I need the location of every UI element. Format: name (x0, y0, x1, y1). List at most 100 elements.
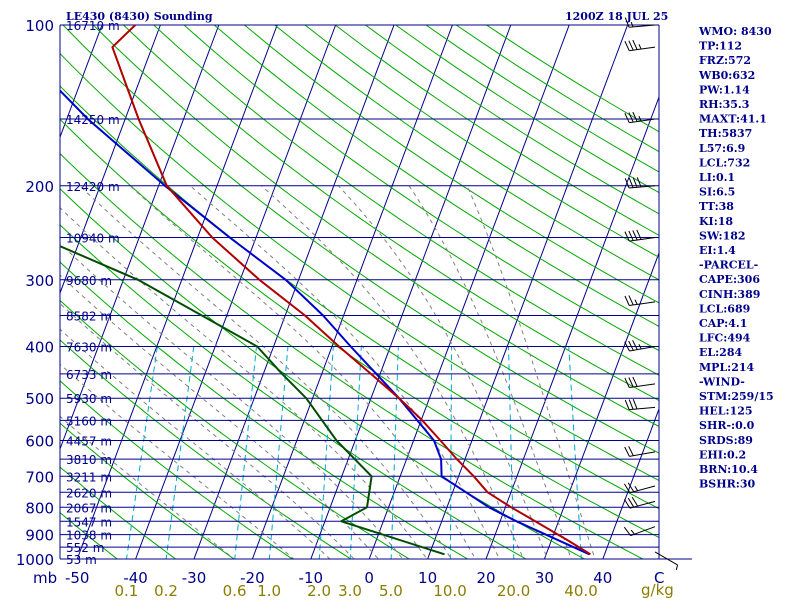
barb-half-feather (638, 116, 642, 122)
barb-feather (628, 446, 634, 456)
barb-staff (630, 526, 656, 537)
index-entry: MAXT:41.1 (699, 113, 767, 126)
dry-adiabat (213, 25, 659, 327)
barb-feather (624, 231, 630, 242)
mixing-ratio-tick-label: 0.2 (154, 582, 178, 600)
temperature-tick-label: -30 (182, 569, 207, 587)
index-entry: PW:1.14 (699, 83, 750, 96)
dry-adiabat (60, 422, 235, 559)
index-entry: LCL:689 (699, 302, 750, 315)
mixing-ratio-tick-label: 1.0 (257, 582, 281, 600)
isotherm (485, 95, 659, 559)
barb-half-feather (634, 485, 639, 491)
mixing-ratio-line (165, 346, 195, 559)
barb-feather (624, 17, 630, 28)
barb-staff (629, 451, 656, 457)
barb-feather (632, 230, 638, 241)
dry-adiabat (60, 380, 294, 559)
index-entry: CAP:4.1 (699, 317, 747, 330)
index-entry: HEL:125 (699, 405, 753, 418)
barb-feather (624, 41, 630, 51)
dry-adiabat (60, 299, 411, 559)
barb-staff (629, 237, 656, 242)
index-entry: EL:284 (699, 346, 742, 359)
index-entry: WB0:632 (698, 69, 755, 82)
index-entry: -PARCEL- (699, 259, 758, 272)
height-label: 10940 m (66, 231, 120, 245)
barb-half-feather (630, 21, 634, 28)
mixing-ratio-line (390, 346, 399, 559)
barb-staff (629, 24, 656, 28)
pressure-unit-label: mb (33, 569, 57, 587)
pressure-label: 300 (25, 272, 54, 290)
mixing-ratio-tick-label: 10.0 (433, 582, 466, 600)
barb-feather (624, 377, 630, 388)
height-label: 2620 m (66, 486, 112, 500)
barb-feather (624, 178, 630, 189)
index-entry: MPL:214 (699, 361, 755, 374)
wind-barb (624, 229, 656, 242)
index-entry: TP:112 (699, 40, 742, 53)
barb-staff (629, 383, 656, 389)
moist-adiabat (261, 185, 525, 559)
barb-feather (628, 399, 634, 410)
wind-barb (624, 446, 656, 457)
height-label: 53 m (66, 553, 97, 567)
barb-feather (632, 399, 638, 410)
moist-adiabat (408, 185, 572, 559)
pressure-label: 200 (25, 178, 54, 196)
mixing-ratio-tick-label: 20.0 (497, 582, 530, 600)
barb-feather (624, 295, 630, 306)
barb-feather (632, 177, 638, 188)
dry-adiabat (304, 25, 659, 258)
wind-barb (624, 295, 656, 307)
moist-adiabat (79, 185, 452, 559)
mixing-ratio-line (126, 346, 158, 559)
index-entry: BSHR:30 (699, 478, 755, 491)
isotherm (602, 407, 659, 559)
barb-feather (628, 377, 634, 388)
mixing-ratio-tick-label: 5.0 (379, 582, 403, 600)
height-label: 6733 m (66, 368, 112, 382)
mixing-ratio-line (449, 346, 453, 559)
height-label: 8582 m (66, 310, 112, 324)
temperature-trace (111, 25, 592, 556)
parcel-trace (60, 89, 590, 556)
dry-adiabat (0, 25, 73, 570)
mixing-ratio-line (268, 346, 289, 559)
barb-feather (624, 341, 630, 352)
dry-adiabat (60, 466, 177, 559)
isotherm (193, 25, 395, 559)
wind-barb (654, 551, 679, 571)
wind-barb (624, 17, 656, 28)
barb-staff (629, 406, 656, 411)
mixing-ratio-tick-label: 0.6 (223, 582, 247, 600)
barb-staff (629, 500, 656, 509)
dry-adiabat (62, 25, 659, 454)
dry-adiabat (60, 188, 586, 559)
moist-adiabat (60, 302, 355, 559)
temperature-tick-label: 10 (418, 569, 437, 587)
index-entry: KI:18 (699, 215, 733, 228)
mixing-ratio-tick-label: 3.0 (338, 582, 362, 600)
barb-half-feather (638, 344, 642, 350)
barb-feather (624, 399, 630, 410)
index-entry: STM:259/15 (699, 390, 774, 403)
barb-half-feather (638, 44, 642, 50)
index-entry: FRZ:572 (699, 54, 751, 67)
barb-feather (628, 230, 634, 241)
barb-feather (623, 483, 631, 494)
wind-barb (623, 526, 656, 537)
index-entry: CINH:389 (699, 288, 760, 301)
moist-adiabat (60, 328, 331, 559)
height-label: 16710 m (66, 19, 120, 33)
barb-feather (632, 376, 638, 387)
isotherm (543, 251, 659, 559)
height-label: 7630 m (66, 341, 112, 355)
mixing-ratio-line (508, 346, 515, 559)
wind-barbs (623, 17, 679, 571)
barb-feather (628, 295, 634, 306)
index-entry: EI:1.4 (699, 244, 736, 257)
barb-feather (624, 112, 630, 123)
